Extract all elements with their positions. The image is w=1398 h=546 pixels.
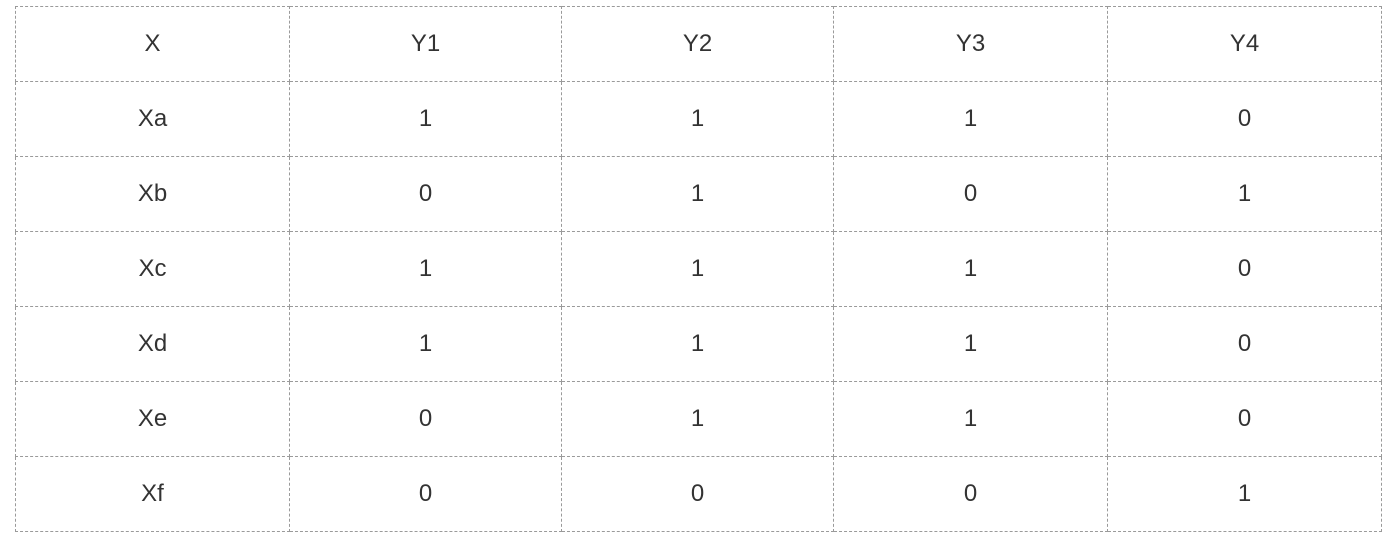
table-cell: 0	[289, 156, 562, 232]
table-cell: 1	[561, 306, 834, 382]
table-row: Xe 0 1 1 0	[15, 381, 1382, 457]
table-cell: 0	[561, 456, 834, 532]
table-row: Xf 0 0 0 1	[15, 456, 1382, 532]
table-header-row: X Y1 Y2 Y3 Y4	[15, 6, 1382, 82]
table-cell: 0	[1107, 306, 1382, 382]
table-cell: 1	[1107, 156, 1382, 232]
table-cell: 1	[833, 306, 1108, 382]
table-cell: 1	[561, 156, 834, 232]
table-cell: 1	[561, 231, 834, 307]
header-cell-y3: Y3	[833, 6, 1108, 82]
table-cell: 0	[833, 456, 1108, 532]
table-cell: 1	[1107, 456, 1382, 532]
row-label-cell: Xe	[15, 381, 290, 457]
table-cell: 1	[561, 381, 834, 457]
table-row: Xb 0 1 0 1	[15, 156, 1382, 232]
row-label-cell: Xa	[15, 81, 290, 157]
table-row: Xd 1 1 1 0	[15, 306, 1382, 382]
table-cell: 0	[1107, 231, 1382, 307]
row-label-cell: Xf	[15, 456, 290, 532]
row-label-cell: Xc	[15, 231, 290, 307]
header-cell-y2: Y2	[561, 6, 834, 82]
table-cell: 1	[561, 81, 834, 157]
table-cell: 1	[289, 306, 562, 382]
header-cell-y1: Y1	[289, 6, 562, 82]
table-row: Xa 1 1 1 0	[15, 81, 1382, 157]
table-cell: 1	[289, 81, 562, 157]
table-row: Xc 1 1 1 0	[15, 231, 1382, 307]
table-cell: 0	[289, 456, 562, 532]
header-cell-x: X	[15, 6, 290, 82]
table-cell: 1	[833, 381, 1108, 457]
table-cell: 0	[1107, 381, 1382, 457]
header-cell-y4: Y4	[1107, 6, 1382, 82]
table-cell: 1	[833, 81, 1108, 157]
table-cell: 1	[833, 231, 1108, 307]
table-cell: 0	[289, 381, 562, 457]
table-cell: 1	[289, 231, 562, 307]
data-table: X Y1 Y2 Y3 Y4 Xa 1 1 1 0 Xb 0 1 0 1	[15, 6, 1382, 532]
table-cell: 0	[833, 156, 1108, 232]
table-cell: 0	[1107, 81, 1382, 157]
row-label-cell: Xd	[15, 306, 290, 382]
data-table-container: X Y1 Y2 Y3 Y4 Xa 1 1 1 0 Xb 0 1 0 1	[15, 6, 1382, 532]
row-label-cell: Xb	[15, 156, 290, 232]
